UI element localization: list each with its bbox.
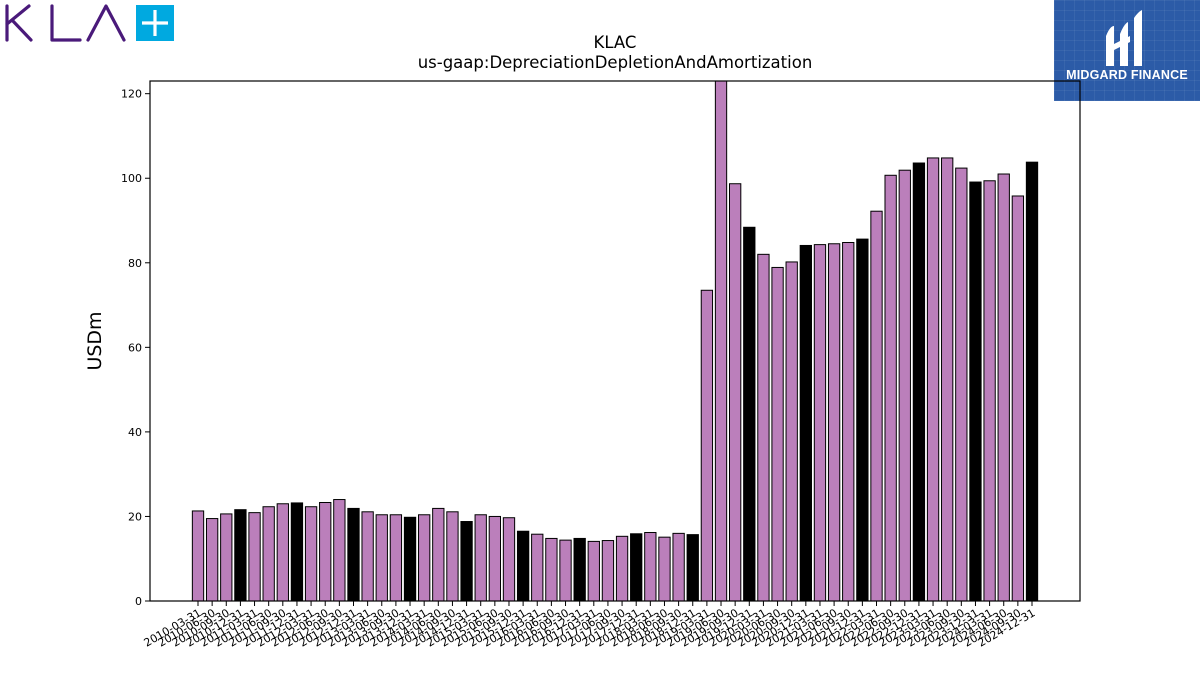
bar-2014-12-31 (460, 521, 473, 602)
bar-2018-06-30 (658, 536, 671, 602)
bar-2012-03-31 (304, 506, 318, 602)
y-tick-label: 0 (135, 595, 142, 608)
bar-2014-09-30 (446, 511, 459, 602)
bar-2013-03-31 (361, 511, 374, 602)
bar-2011-12-31 (290, 502, 304, 602)
bar-2024-09-30 (1011, 195, 1025, 602)
bar-2012-12-31 (347, 507, 360, 602)
bar-2024-12-31 (1025, 161, 1039, 602)
y-tick-label: 40 (128, 426, 142, 439)
bar-2013-12-31 (403, 516, 417, 602)
bar-2016-06-30 (545, 537, 558, 602)
bar-2022-06-30 (884, 174, 897, 602)
x-ticks-layer: 2010-03-312010-06-302010-09-302010-12-31… (142, 601, 1038, 650)
bar-2013-06-30 (375, 514, 388, 602)
bar-2016-09-30 (559, 539, 572, 602)
y-ticks-layer: 0 20 40 60 80 100 120 (121, 88, 150, 608)
kla-letter-a (86, 4, 126, 42)
bar-2013-09-30 (389, 514, 403, 602)
bar-2015-09-30 (502, 517, 516, 602)
kla-letter-l (50, 4, 82, 42)
bar-2019-03-31 (700, 289, 714, 602)
bar-2015-12-31 (516, 530, 530, 602)
bar-2022-09-30 (898, 169, 911, 602)
bar-2019-06-30 (714, 80, 728, 602)
bar-2015-03-31 (474, 514, 487, 602)
bar-2010-12-31 (234, 509, 247, 602)
bar-2022-03-31 (870, 210, 883, 602)
bar-2010-06-30 (205, 518, 219, 602)
kla-logo (5, 4, 174, 42)
bar-2012-09-30 (333, 499, 346, 602)
plot-area-frame (149, 80, 1081, 602)
bar-2018-09-30 (672, 532, 685, 602)
bar-2020-12-31 (799, 244, 812, 602)
bar-2011-03-31 (248, 512, 261, 602)
y-tick-label: 120 (121, 88, 142, 101)
bar-2012-06-30 (319, 502, 332, 602)
midgard-emblem-icon (1106, 10, 1142, 66)
chart-title: KLAC (594, 33, 637, 52)
bar-2010-09-30 (220, 513, 233, 602)
bar-2021-09-30 (842, 242, 855, 602)
bar-2018-03-31 (644, 532, 657, 602)
y-tick-label: 60 (128, 341, 142, 354)
bar-2017-06-30 (601, 540, 615, 602)
bar-2010-03-31 (191, 510, 205, 602)
bar-2022-12-31 (912, 162, 926, 602)
bar-2011-09-30 (276, 503, 289, 602)
bar-2021-12-31 (856, 238, 869, 602)
midgard-finance-logo: MIDGARD FINANCE (1054, 0, 1200, 101)
bar-2018-12-31 (686, 534, 699, 602)
bar-2020-03-31 (757, 253, 770, 602)
bar-2020-06-30 (771, 266, 784, 602)
bar-2023-09-30 (955, 167, 968, 602)
bars-layer (191, 80, 1039, 602)
bar-2023-12-31 (969, 181, 982, 602)
bar-2015-06-30 (488, 515, 502, 602)
bar-2024-03-31 (983, 180, 996, 602)
bar-2021-03-31 (813, 244, 827, 602)
kla-letter-k (5, 4, 33, 42)
bar-2017-12-31 (630, 533, 643, 602)
midgard-brand-text: MIDGARD FINANCE (1066, 68, 1188, 82)
bar-2017-03-31 (587, 540, 600, 602)
bar-2020-09-30 (785, 261, 798, 602)
kla-plus-icon (142, 10, 168, 36)
bar-2014-06-30 (432, 507, 445, 602)
bar-2019-09-30 (729, 183, 742, 602)
bar-2024-06-30 (997, 173, 1010, 602)
y-tick-label: 100 (121, 172, 142, 185)
bar-2016-12-31 (573, 537, 586, 602)
bar-2023-06-30 (941, 157, 954, 602)
bar-2011-06-30 (262, 506, 275, 602)
y-tick-label: 20 (128, 510, 142, 523)
y-tick-label: 80 (128, 257, 142, 270)
bar-2021-06-30 (827, 243, 841, 602)
bar-2023-03-31 (926, 157, 940, 602)
bar-2016-03-31 (531, 533, 544, 602)
chart-subtitle: us-gaap:DepreciationDepletionAndAmortiza… (418, 53, 813, 72)
y-axis-label: USDm (84, 311, 106, 370)
bar-2017-09-30 (615, 535, 629, 602)
bar-2019-12-31 (743, 226, 756, 602)
bar-2014-03-31 (418, 514, 431, 602)
